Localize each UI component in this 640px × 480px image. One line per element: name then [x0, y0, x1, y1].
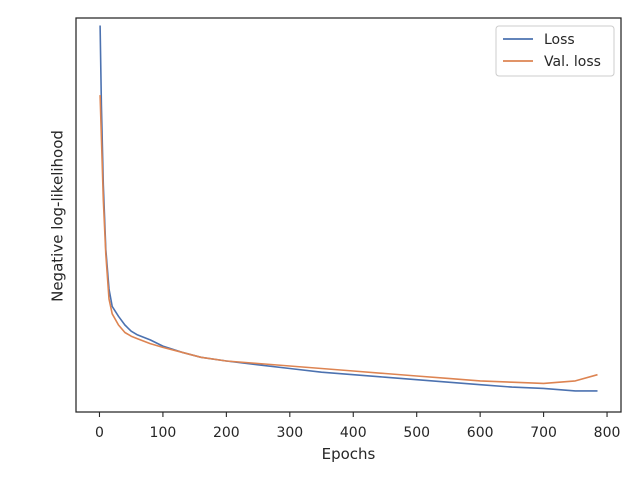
x-tick-label: 600 [467, 425, 494, 441]
series-layer [99, 25, 598, 392]
x-tick-label: 400 [340, 425, 367, 441]
legend: Loss Val. loss [495, 25, 615, 77]
x-axis-ticks: 0 100 200 300 400 500 600 700 800 [95, 412, 620, 441]
x-tick-label: 200 [213, 425, 240, 441]
plot-frame [75, 17, 622, 413]
x-tick-label: 700 [530, 425, 557, 441]
series-line-val-loss [99, 95, 598, 385]
legend-label-loss: Loss [544, 32, 575, 48]
x-tick-label: 500 [403, 425, 430, 441]
x-tick-label: 0 [95, 425, 104, 441]
legend-label-val-loss: Val. loss [544, 54, 601, 70]
x-tick-label: 100 [150, 425, 177, 441]
y-axis-title: Negative log-likelihood [49, 130, 67, 302]
x-axis-title: Epochs [322, 445, 376, 463]
x-tick-label: 300 [276, 425, 303, 441]
x-tick-label: 800 [594, 425, 621, 441]
